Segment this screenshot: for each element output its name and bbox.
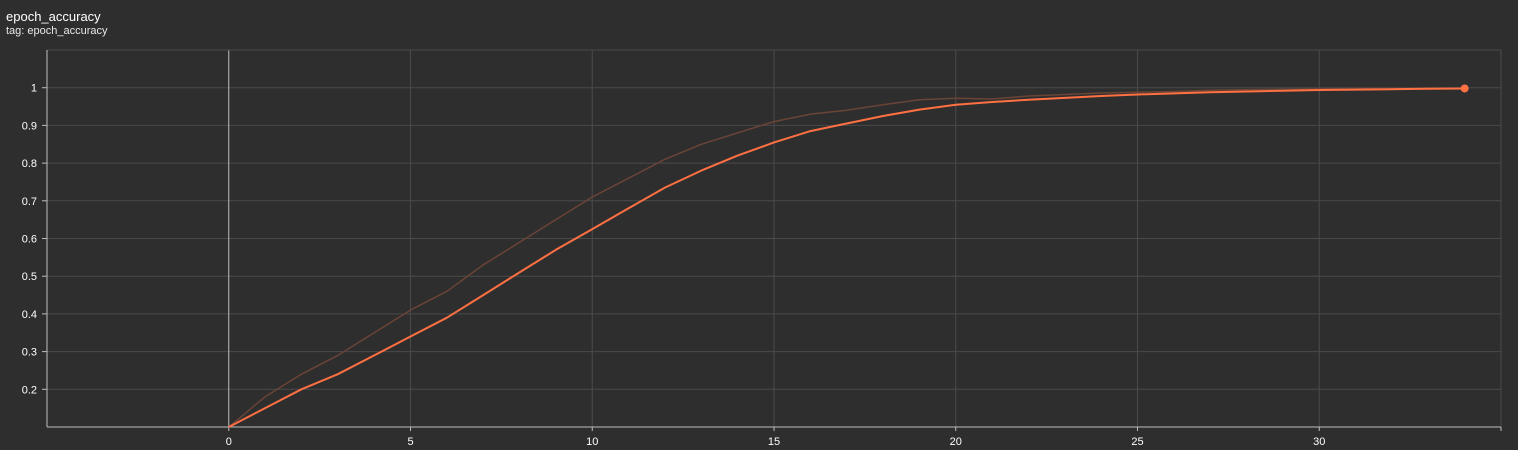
y-tick-label: 0.5 (22, 271, 37, 283)
y-tick-label: 0.7 (22, 196, 37, 208)
last-point-marker[interactable] (1460, 84, 1469, 93)
x-tick-label: 0 (226, 436, 232, 448)
x-tick-label: 20 (950, 436, 962, 448)
y-tick-label: 0.2 (22, 384, 37, 396)
y-tick-label: 0.4 (22, 309, 37, 321)
raw-series-line[interactable] (228, 87, 1465, 428)
x-tick-label: 10 (586, 436, 598, 448)
y-tick-label: 0.6 (22, 234, 37, 246)
y-tick-label: 0.3 (22, 347, 37, 359)
chart-tag: tag: epoch_accuracy (6, 25, 108, 37)
y-tick-label: 1 (31, 83, 37, 95)
axes (42, 50, 1502, 431)
tick-labels: 0.20.30.40.50.60.70.80.910 5 10 15 20 25 30 (22, 83, 1326, 448)
x-tick-label: 30 (1313, 436, 1325, 448)
x-tick-label: 15 (768, 436, 780, 448)
smoothed-series-line[interactable] (228, 87, 1465, 428)
y-tick-label: 0.9 (22, 120, 37, 132)
grid (47, 49, 1502, 427)
x-tick-label: 5 (407, 436, 413, 448)
y-tick-label: 0.8 (22, 158, 37, 170)
series[interactable] (228, 84, 1469, 428)
x-tick-label: 25 (1131, 436, 1143, 448)
chart-header: epoch_accuracy tag: epoch_accuracy (6, 9, 108, 38)
chart-title: epoch_accuracy (6, 9, 101, 24)
